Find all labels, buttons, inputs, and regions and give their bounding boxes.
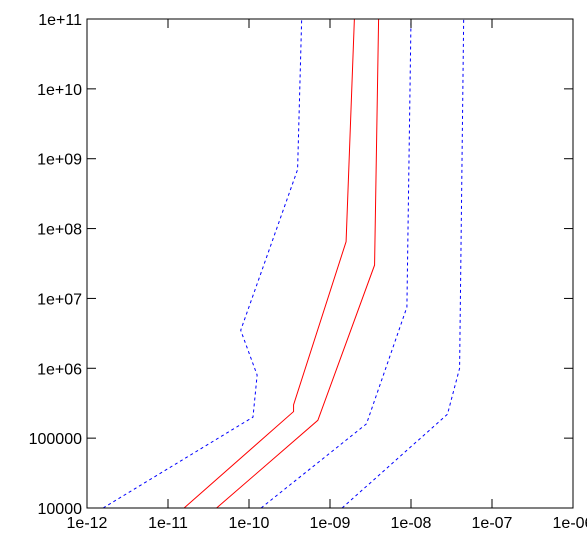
y-tick-label: 1e+07 [37,291,82,308]
x-tick-label: 1e-07 [472,515,513,532]
y-tick-label: 1e+06 [37,361,82,378]
x-tick-label: 1e-08 [391,515,432,532]
x-tick-label: 1e-12 [67,515,108,532]
x-tick-label: 1e-11 [148,515,188,532]
ticks-layer: 1e-12 1e-11 1e-10 1e-09 1e-08 1e-07 1e-06 10000… [29,12,587,532]
solid-series-line-3 [216,18,380,509]
series-layer [102,18,465,509]
y-tick-label: 1e+08 [37,222,82,239]
y-tick-label: 100000 [29,431,82,448]
x-tick-label: 1e-10 [229,515,270,532]
y-tick-label: 1e+11 [38,12,82,29]
y-tick-label: 1e+10 [37,82,82,99]
solid-series-line-2 [183,18,355,509]
y-tick-label: 1e+09 [37,152,82,169]
y-tick-label: 10000 [38,501,83,518]
x-tick-label: 1e-06 [553,515,587,532]
dashed-series-line-1 [102,18,303,509]
dashed-series-line-5 [341,18,465,509]
dashed-series-line-4 [260,18,412,509]
plot-frame [86,18,574,509]
x-tick-label: 1e-09 [310,515,351,532]
